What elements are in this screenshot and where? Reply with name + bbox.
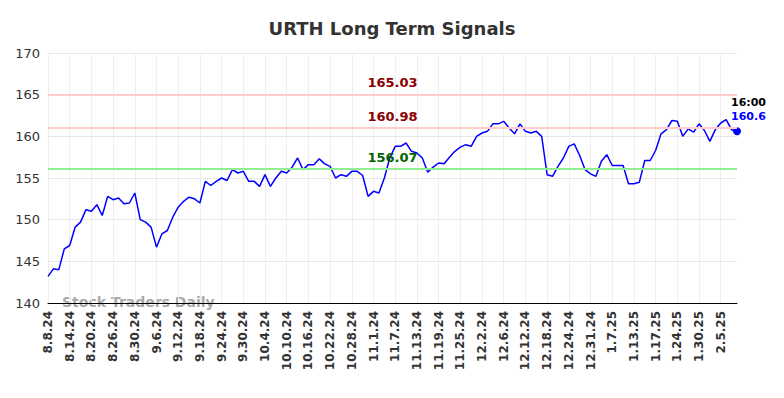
svg-text:12.31.24: 12.31.24: [584, 311, 598, 370]
svg-text:12.18.24: 12.18.24: [540, 311, 554, 370]
svg-text:156.07: 156.07: [367, 150, 417, 165]
svg-text:140: 140: [15, 296, 40, 311]
svg-text:8.30.24: 8.30.24: [128, 311, 142, 362]
svg-text:160: 160: [15, 129, 40, 144]
svg-text:12.12.24: 12.12.24: [518, 311, 532, 370]
svg-text:11.7.24: 11.7.24: [388, 311, 402, 362]
svg-text:1.7.25: 1.7.25: [605, 311, 619, 354]
svg-text:8.14.24: 8.14.24: [63, 311, 77, 362]
svg-text:170: 170: [15, 46, 40, 61]
svg-text:10.22.24: 10.22.24: [323, 311, 337, 370]
svg-text:11.13.24: 11.13.24: [410, 311, 424, 370]
svg-text:160.98: 160.98: [367, 109, 417, 124]
svg-text:16:00: 16:00: [731, 96, 766, 109]
svg-text:1.17.25: 1.17.25: [649, 311, 663, 362]
svg-text:165.03: 165.03: [367, 75, 417, 90]
svg-text:URTH Long Term Signals: URTH Long Term Signals: [269, 18, 516, 39]
svg-text:9.24.24: 9.24.24: [215, 311, 229, 362]
svg-text:145: 145: [15, 254, 40, 269]
svg-text:11.19.24: 11.19.24: [432, 311, 446, 370]
svg-text:9.30.24: 9.30.24: [236, 311, 250, 362]
svg-text:12.2.24: 12.2.24: [475, 311, 489, 362]
svg-text:11.1.24: 11.1.24: [367, 311, 381, 362]
svg-text:165: 165: [15, 87, 40, 102]
svg-text:8.20.24: 8.20.24: [84, 311, 98, 362]
svg-text:1.24.25: 1.24.25: [670, 311, 684, 362]
svg-text:12.6.24: 12.6.24: [497, 311, 511, 362]
svg-text:1.30.25: 1.30.25: [692, 311, 706, 362]
svg-text:8.8.24: 8.8.24: [41, 311, 55, 354]
svg-text:2.5.25: 2.5.25: [714, 311, 728, 354]
svg-text:10.28.24: 10.28.24: [345, 311, 359, 370]
svg-text:150: 150: [15, 212, 40, 227]
svg-text:Stock Traders Daily: Stock Traders Daily: [62, 294, 215, 310]
svg-text:9.18.24: 9.18.24: [193, 311, 207, 362]
svg-text:10.4.24: 10.4.24: [258, 311, 272, 362]
svg-text:11.25.24: 11.25.24: [453, 311, 467, 370]
svg-text:8.26.24: 8.26.24: [106, 311, 120, 362]
svg-text:9.6.24: 9.6.24: [150, 311, 164, 354]
svg-text:9.12.24: 9.12.24: [171, 311, 185, 362]
svg-text:160.6: 160.6: [731, 110, 766, 123]
svg-text:155: 155: [15, 171, 40, 186]
svg-text:1.13.25: 1.13.25: [627, 311, 641, 362]
svg-text:10.10.24: 10.10.24: [280, 311, 294, 370]
svg-text:12.24.24: 12.24.24: [562, 311, 576, 370]
svg-text:10.16.24: 10.16.24: [301, 311, 315, 370]
